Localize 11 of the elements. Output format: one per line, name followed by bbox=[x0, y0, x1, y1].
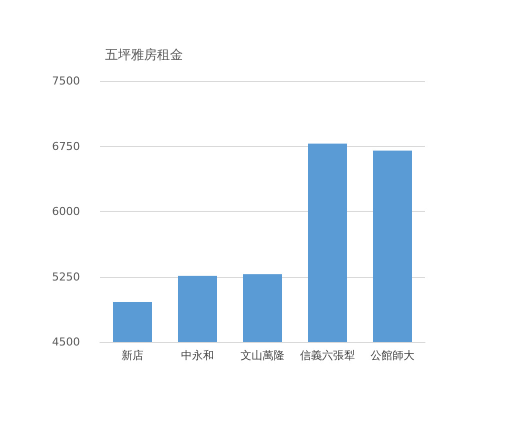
x-tick-label: 信義六張犁 bbox=[300, 349, 355, 362]
x-tick-label: 新店 bbox=[122, 349, 144, 362]
x-tick-label: 公館師大 bbox=[370, 349, 414, 362]
y-tick-label: 4500 bbox=[52, 336, 80, 348]
y-tick-label: 6750 bbox=[52, 140, 80, 153]
y-tick-label: 7500 bbox=[52, 74, 80, 88]
x-tick-label: 中永和 bbox=[181, 349, 214, 362]
chart-title: 五坪雅房租金 bbox=[105, 47, 183, 63]
y-tick-label: 6000 bbox=[52, 205, 80, 218]
y-tick-label: 5250 bbox=[52, 270, 80, 284]
x-tick-label: 文山萬隆 bbox=[240, 349, 284, 362]
